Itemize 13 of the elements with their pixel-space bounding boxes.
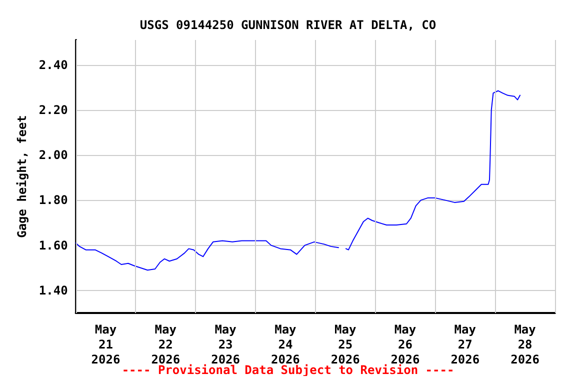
x-tick-label: May 21 2026 — [91, 322, 120, 366]
y-tick-label: 1.60 — [38, 238, 68, 252]
y-tick-label: 2.00 — [38, 148, 68, 162]
y-axis-title: Gage height, feet — [15, 115, 29, 238]
y-tick-label: 1.40 — [38, 283, 68, 298]
y-tick-label: 2.40 — [38, 58, 68, 72]
x-tick-label: May 28 2026 — [510, 322, 540, 366]
y-tick-label: 2.20 — [38, 102, 68, 117]
y-tick-label: 1.80 — [38, 193, 68, 208]
chart-title: USGS 09144250 GUNNISON RIVER AT DELTA, CO — [140, 18, 436, 32]
x-tick-label: May 25 2026 — [330, 322, 360, 366]
x-tick-label: May 27 2026 — [450, 322, 480, 366]
x-tick-label: May 22 2026 — [151, 322, 180, 366]
